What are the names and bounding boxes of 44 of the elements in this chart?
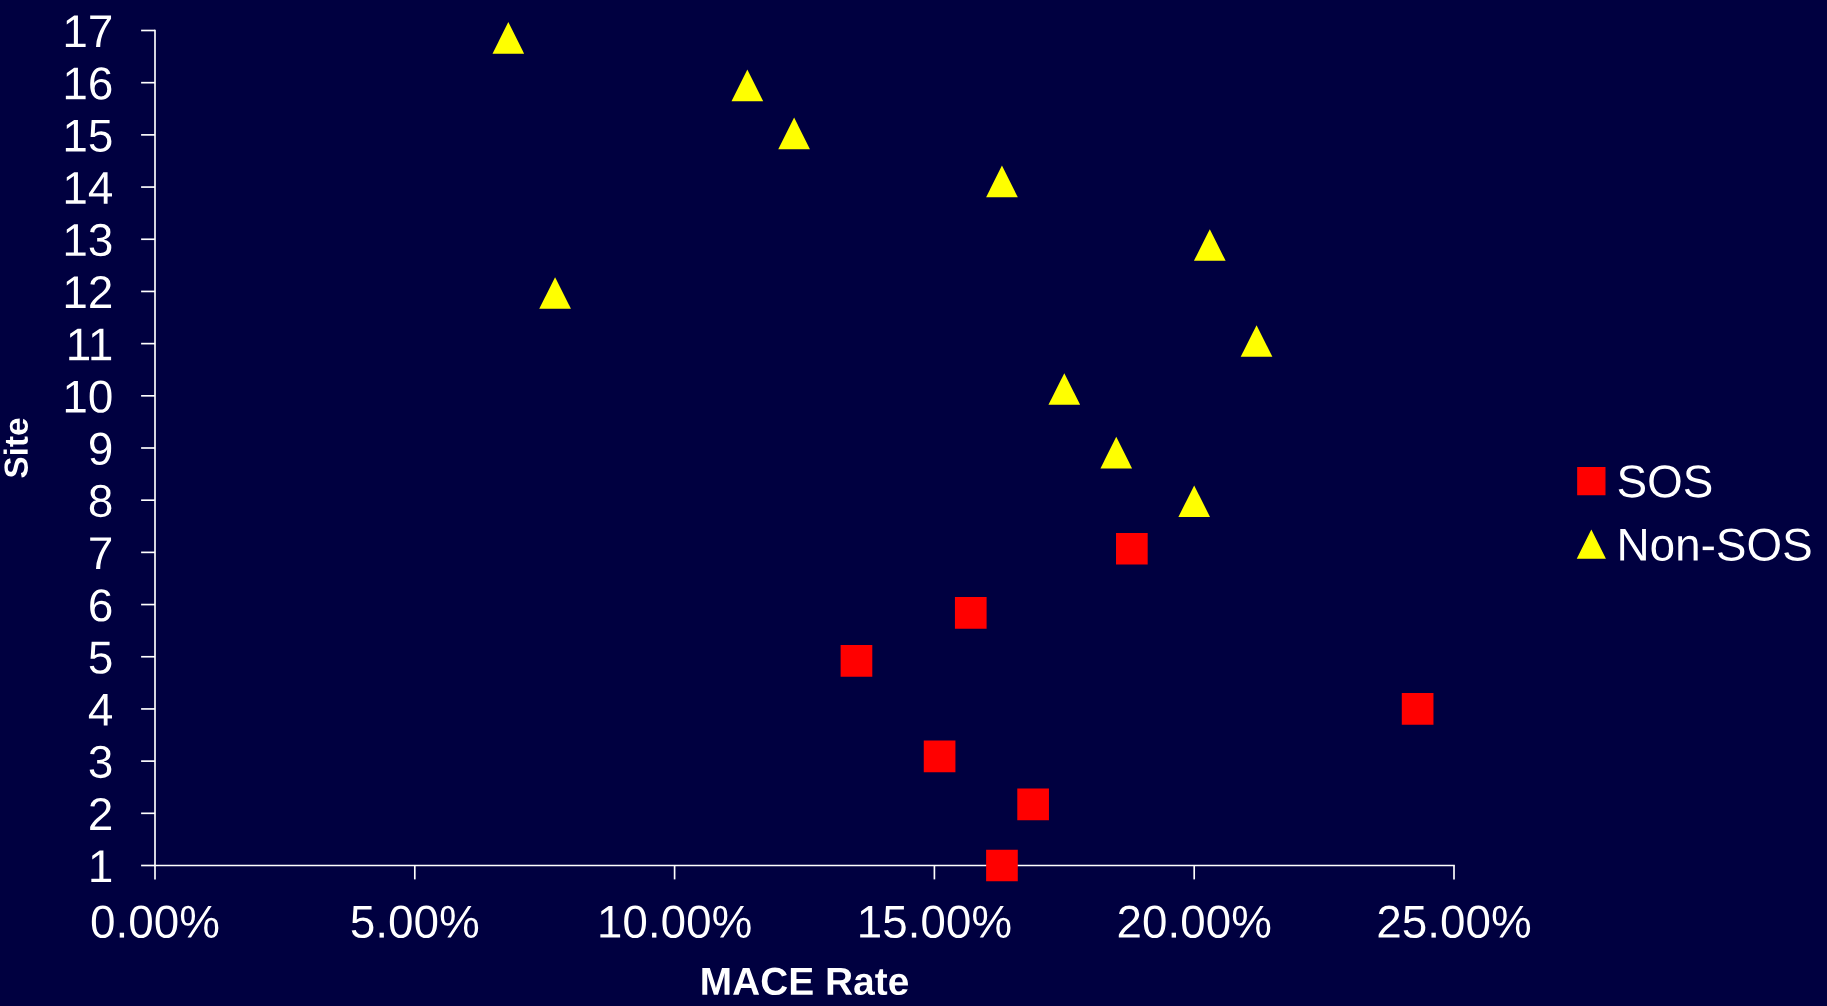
y-tick-label: 12 bbox=[65, 276, 112, 309]
y-tick-label: 9 bbox=[89, 432, 112, 466]
point bbox=[1017, 788, 1049, 821]
point bbox=[954, 597, 987, 629]
point bbox=[840, 645, 873, 677]
y-tick-label: 3 bbox=[89, 745, 112, 779]
point bbox=[1178, 485, 1211, 518]
point bbox=[1048, 373, 1081, 405]
x-tick-label: 20.00% bbox=[1118, 905, 1271, 939]
point bbox=[492, 21, 525, 54]
point bbox=[778, 117, 810, 150]
x-tick-label: 25.00% bbox=[1378, 905, 1531, 939]
legend-label: SOS bbox=[1618, 465, 1712, 498]
y-tick-label: 1 bbox=[91, 850, 112, 883]
y-tick-label: 17 bbox=[65, 15, 112, 48]
y-tick-label: 5 bbox=[89, 641, 112, 674]
point bbox=[1100, 436, 1133, 469]
y-tick-label: 15 bbox=[65, 119, 112, 152]
point bbox=[986, 849, 1018, 882]
y-tick-label: 6 bbox=[90, 589, 112, 622]
y-tick-label: 7 bbox=[90, 537, 112, 569]
x-axis-title: MACE Rate bbox=[702, 967, 908, 996]
x-tick-label: 10.00% bbox=[600, 905, 751, 939]
y-tick-label: 8 bbox=[89, 484, 112, 518]
point bbox=[923, 740, 956, 773]
y-tick-label: 11 bbox=[69, 328, 112, 361]
x-tick-label: 15.00% bbox=[860, 905, 1011, 939]
point bbox=[539, 277, 571, 309]
legend-label: Non-SOS bbox=[1620, 528, 1811, 561]
point bbox=[986, 165, 1018, 198]
y-tick-label: 13 bbox=[65, 223, 112, 257]
point bbox=[731, 69, 764, 102]
x-tick-label: 5.00% bbox=[351, 905, 479, 939]
y-tick-label: 10 bbox=[65, 380, 112, 413]
x-tick-label: 0.00% bbox=[91, 905, 219, 939]
point bbox=[1240, 325, 1273, 357]
y-tick-label: 14 bbox=[65, 172, 112, 204]
point bbox=[1193, 229, 1226, 261]
y-tick-label: 16 bbox=[65, 67, 112, 100]
point bbox=[1401, 693, 1434, 725]
point bbox=[1116, 532, 1148, 565]
y-tick-label: 4 bbox=[88, 694, 112, 726]
y-tick-label: 2 bbox=[90, 797, 112, 830]
y-axis-title: Site bbox=[3, 418, 28, 478]
